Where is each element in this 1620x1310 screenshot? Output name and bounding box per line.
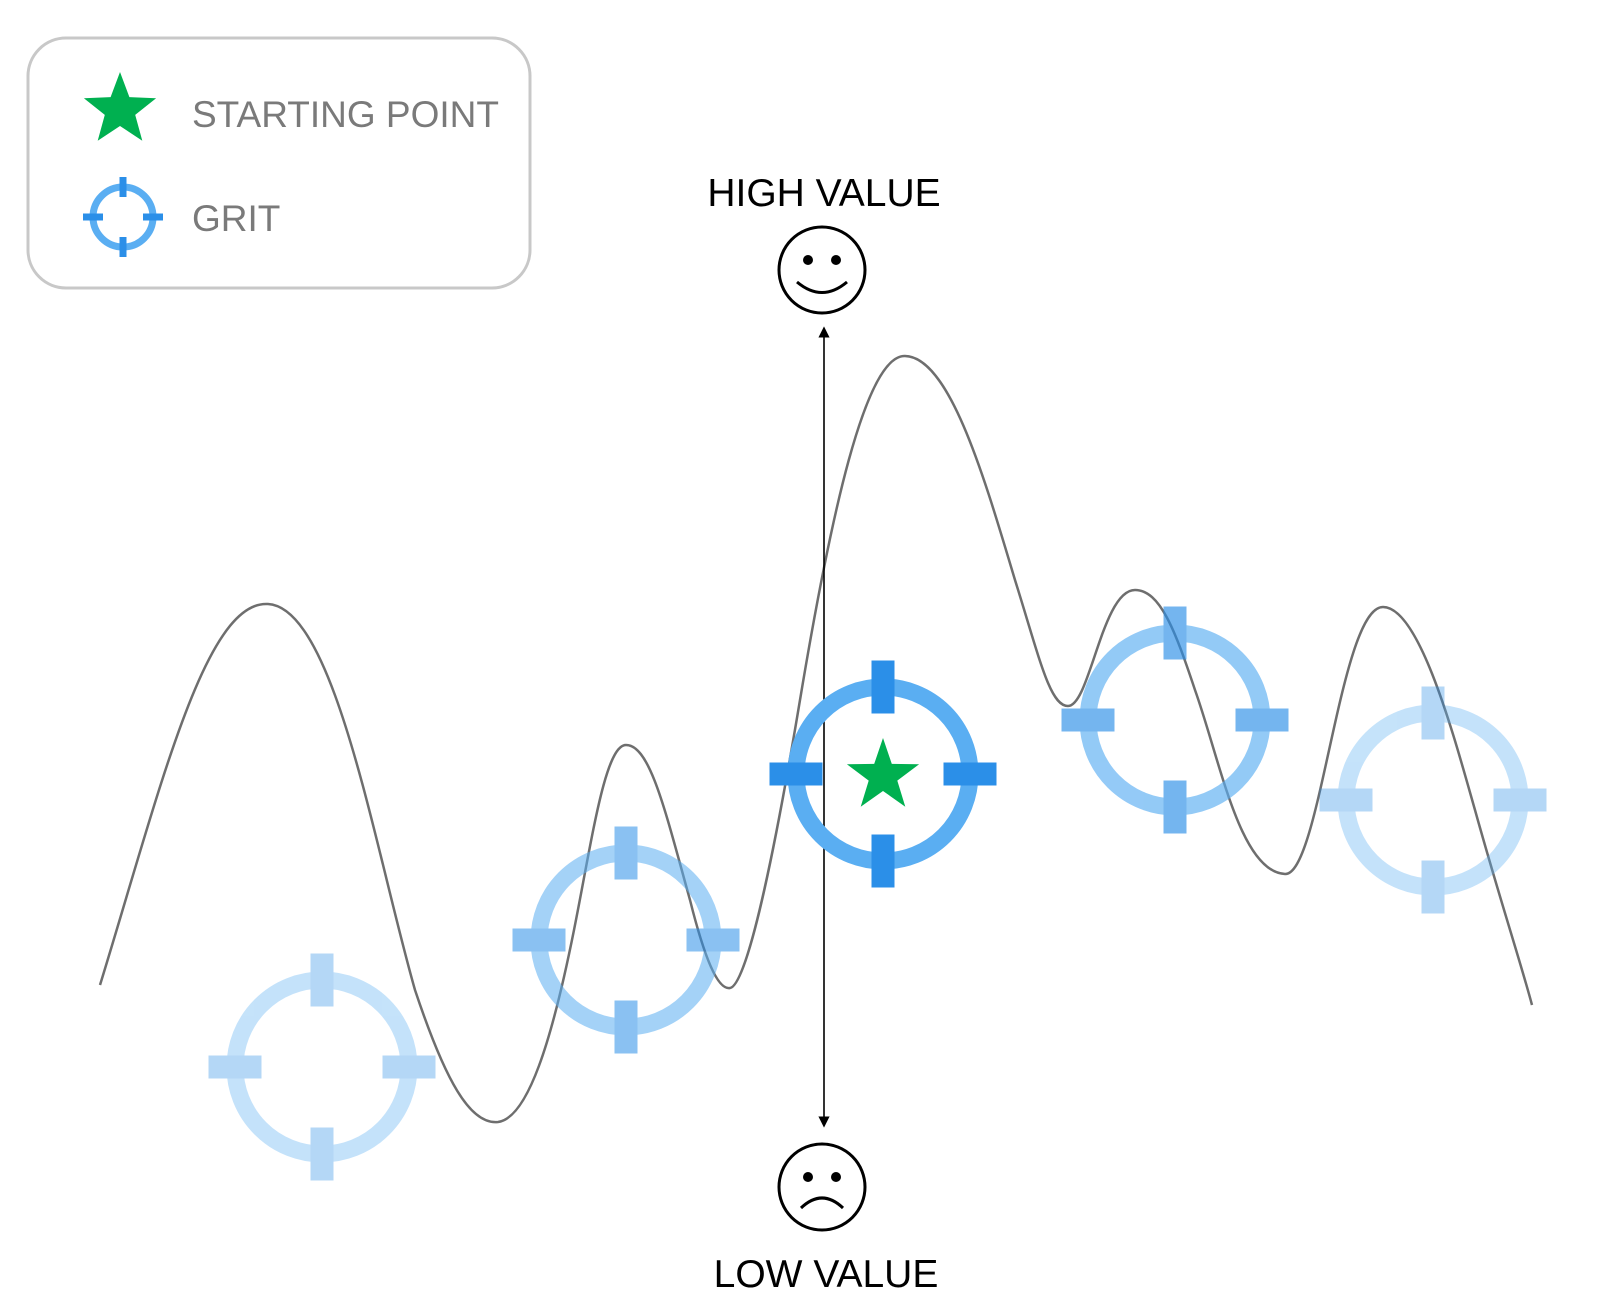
crosshair-tick-bottom	[310, 1127, 334, 1181]
crosshair-tick-top	[1421, 686, 1445, 740]
crosshair-tick-left	[1061, 708, 1115, 732]
legend: STARTING POINT GRIT	[26, 36, 532, 290]
crosshair-tick-top	[310, 953, 334, 1007]
crosshair-tick-bottom	[614, 1000, 638, 1054]
legend-frame	[26, 36, 532, 290]
legend-crosshair-shape	[83, 177, 163, 257]
crosshair-tick-right	[143, 213, 163, 221]
crosshair-group	[208, 606, 1547, 1181]
crosshair-tick-bottom	[1163, 780, 1187, 834]
crosshair-tick-left	[512, 928, 566, 952]
crosshair-tick-bottom	[1421, 860, 1445, 914]
crosshair-5	[1319, 686, 1547, 914]
legend-starting-point-label: STARTING POINT	[192, 94, 499, 135]
high-value-label: HIGH VALUE	[707, 172, 940, 215]
legend-grit-label: GRIT	[192, 198, 280, 239]
crosshair-tick-top	[871, 660, 895, 714]
crosshair-1	[208, 953, 436, 1181]
frowning-face-icon	[777, 1142, 867, 1232]
legend-star-icon	[83, 72, 157, 141]
crosshair-tick-left	[83, 213, 103, 221]
crosshair-tick-right	[1235, 708, 1289, 732]
crosshair-tick-right	[943, 762, 997, 786]
crosshair-tick-bottom	[871, 834, 895, 888]
starting-point-star-icon	[846, 738, 920, 807]
crosshair-tick-right	[686, 928, 740, 952]
crosshair-ring	[226, 971, 418, 1163]
value-curve	[98, 354, 1534, 1124]
low-value-label: LOW VALUE	[714, 1253, 939, 1296]
crosshair-4	[1061, 606, 1289, 834]
crosshair-tick-left	[769, 762, 823, 786]
crosshair-3	[769, 660, 997, 888]
crosshair-tick-top	[614, 826, 638, 880]
crosshair-tick-left	[208, 1055, 262, 1079]
crosshair-tick-top	[1163, 606, 1187, 660]
crosshair-tick-left	[1319, 788, 1373, 812]
crosshair-ring	[1337, 704, 1529, 896]
crosshair-tick-top	[119, 177, 127, 197]
crosshair-tick-bottom	[119, 237, 127, 257]
legend-crosshair-icon	[83, 177, 163, 257]
crosshair-tick-right	[382, 1055, 436, 1079]
crosshair-2	[512, 826, 740, 1054]
crosshair-tick-right	[1493, 788, 1547, 812]
smiley-face-icon	[777, 225, 867, 315]
